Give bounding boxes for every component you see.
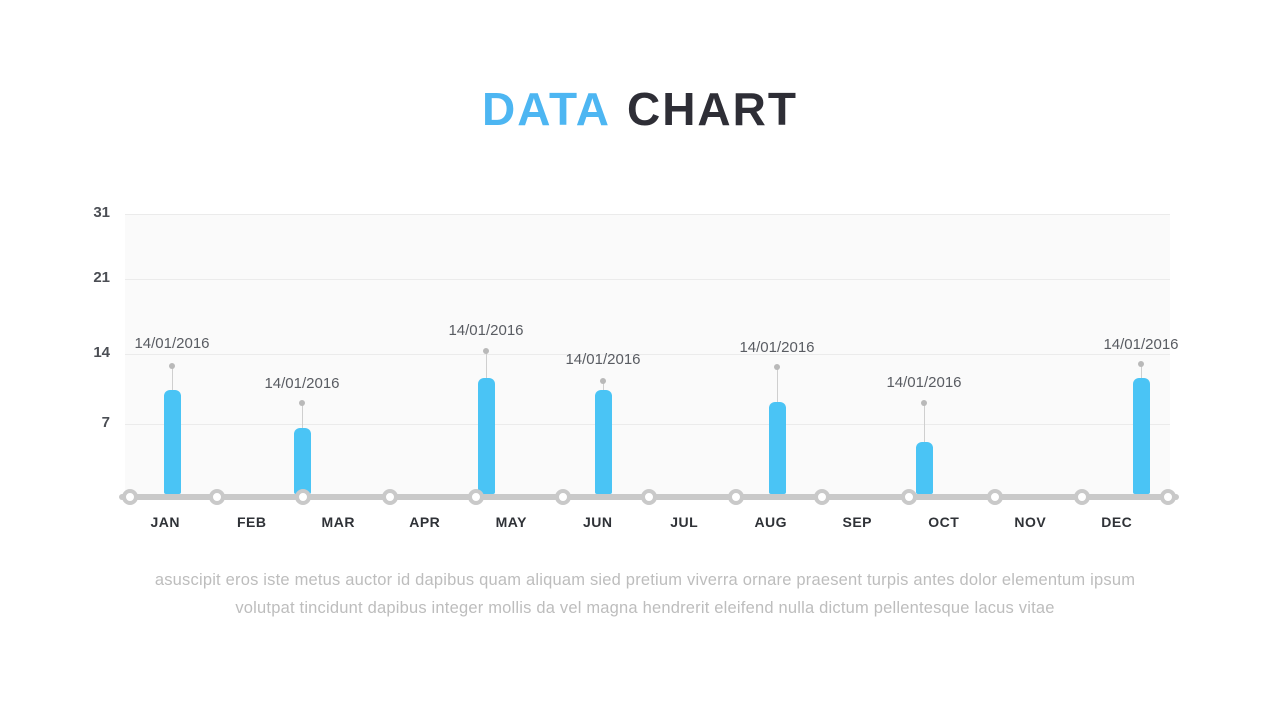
month-label: JUN — [582, 514, 613, 530]
month-label: DEC — [1101, 514, 1133, 530]
month-label: JAN — [150, 514, 180, 530]
month-label: JUL — [670, 514, 699, 530]
timeline-node — [295, 489, 311, 505]
date-label: 14/01/2016 — [134, 335, 210, 352]
y-axis-tick-label: 31 — [93, 204, 110, 221]
timeline-node — [1160, 489, 1176, 505]
y-axis-tick-label: 21 — [93, 269, 110, 286]
month-label: OCT — [928, 514, 960, 530]
page-title: DATA CHART — [0, 82, 1280, 136]
leader-dot — [774, 364, 780, 370]
timeline-node — [641, 489, 657, 505]
gridline — [125, 279, 1170, 280]
timeline-node — [900, 489, 917, 505]
gridline — [125, 214, 1170, 215]
leader-line — [171, 366, 173, 390]
bar — [163, 390, 181, 494]
leader-dot — [483, 348, 489, 354]
leader-line — [301, 403, 303, 428]
bar — [915, 442, 933, 494]
timeline-node — [814, 489, 830, 505]
month-label: FEB — [237, 514, 267, 530]
leader-line — [1140, 364, 1142, 378]
date-label: 14/01/2016 — [739, 339, 815, 356]
timeline-node — [468, 489, 484, 505]
timeline-node — [208, 489, 225, 505]
title-accent: DATA — [482, 83, 611, 135]
bar — [768, 402, 786, 494]
gridline — [125, 424, 1170, 425]
y-axis-tick-label: 7 — [101, 414, 110, 431]
bar — [293, 428, 311, 494]
leader-line — [602, 381, 604, 390]
month-label: NOV — [1014, 514, 1047, 530]
month-label: APR — [409, 514, 441, 530]
leader-line — [776, 367, 778, 402]
date-label: 14/01/2016 — [565, 351, 641, 368]
timeline-node — [1073, 489, 1090, 505]
month-label: MAR — [321, 514, 355, 530]
description-text: asuscipit eros iste metus auctor id dapi… — [154, 571, 1136, 617]
leader-line — [485, 351, 487, 378]
bar — [594, 390, 612, 494]
leader-dot — [169, 363, 175, 369]
leader-dot — [921, 400, 927, 406]
leader-dot — [600, 378, 606, 384]
month-label: MAY — [495, 514, 527, 530]
date-label: 14/01/2016 — [264, 375, 340, 392]
month-label: AUG — [754, 514, 788, 530]
timeline-node — [381, 489, 398, 505]
leader-dot — [1138, 361, 1144, 367]
gridline — [125, 354, 1170, 355]
date-label: 14/01/2016 — [448, 322, 524, 339]
month-label: SEP — [842, 514, 872, 530]
leader-line — [923, 403, 925, 442]
date-label: 14/01/2016 — [1103, 336, 1179, 353]
timeline-node — [554, 489, 571, 505]
timeline-node — [122, 489, 138, 505]
leader-dot — [299, 400, 305, 406]
timeline-node — [987, 489, 1003, 505]
bar — [477, 378, 495, 494]
timeline-node — [727, 489, 744, 505]
y-axis-tick-label: 14 — [93, 344, 110, 361]
bar — [1132, 378, 1150, 494]
title-rest: CHART — [626, 83, 798, 135]
date-label: 14/01/2016 — [886, 374, 962, 391]
